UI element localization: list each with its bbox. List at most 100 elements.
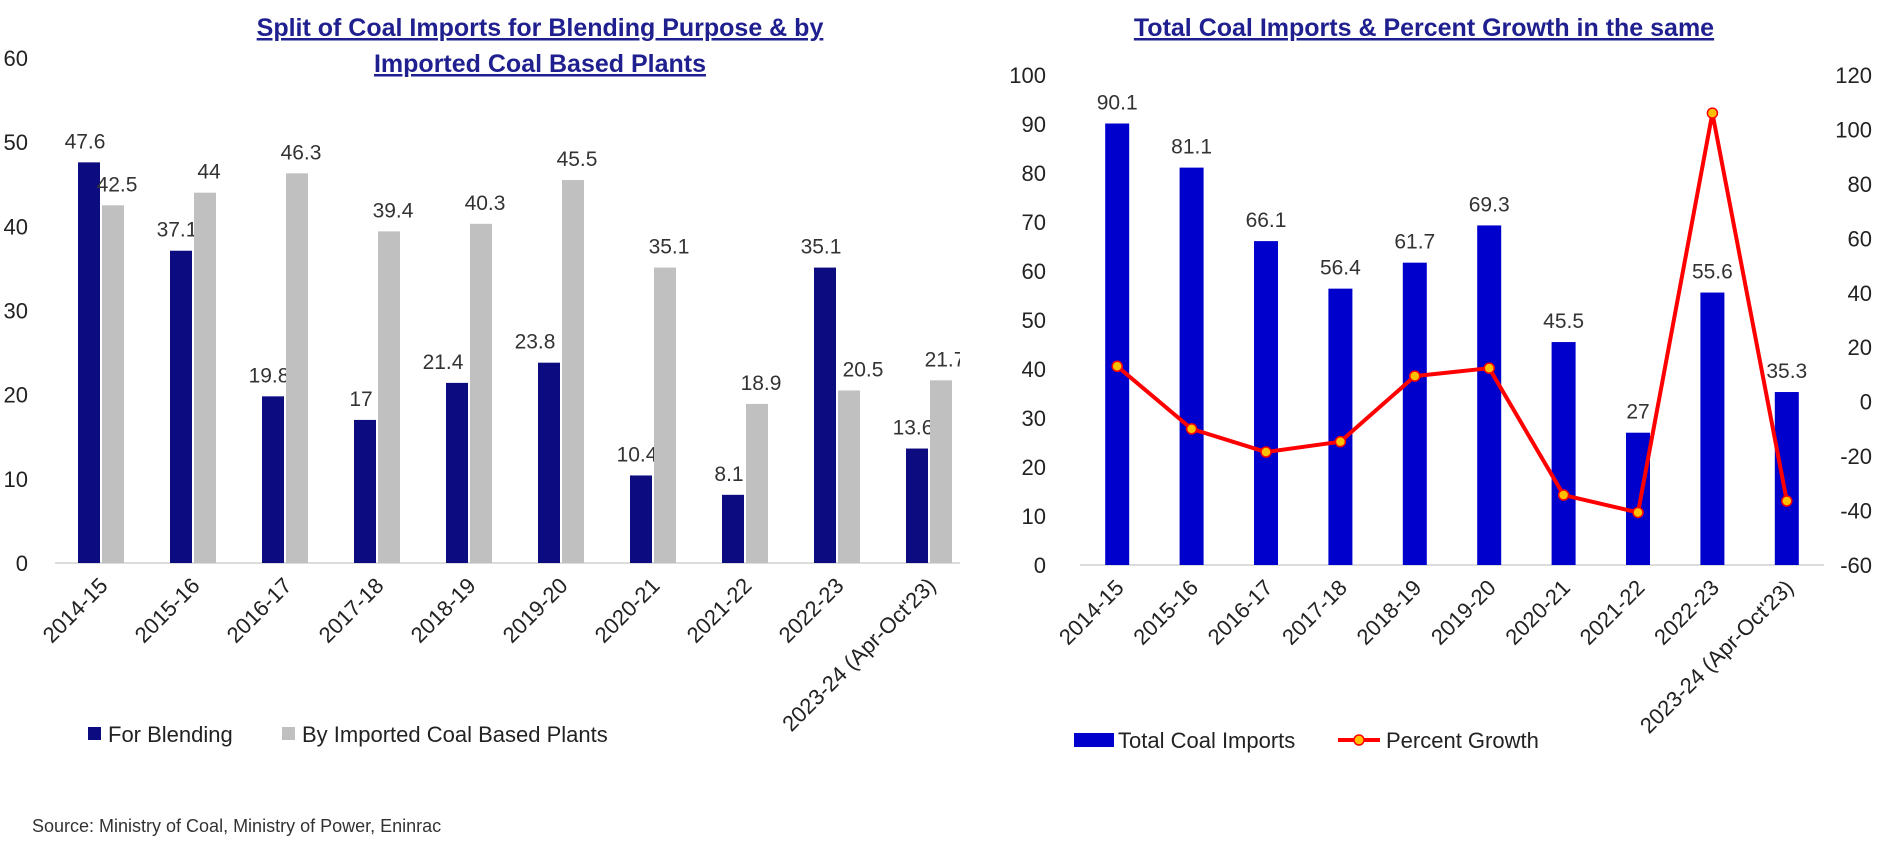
chart2-y-tick: 60	[1022, 259, 1046, 284]
bar-for-blending	[814, 267, 836, 563]
bar-total-coal-imports	[1254, 241, 1278, 566]
chart2-x-tick: 2021-22	[1575, 575, 1650, 650]
point-percent-growth	[1409, 370, 1421, 382]
bar-total-coal-imports	[1700, 292, 1725, 565]
source-note: Source: Ministry of Coal, Ministry of Po…	[32, 816, 442, 836]
chart2-data-label: 27	[1626, 401, 1649, 424]
chart1-data-label: 45.5	[557, 148, 598, 171]
chart1-y-tick: 0	[16, 551, 28, 576]
bar-imported-plants	[654, 267, 676, 563]
legend-swatch-total-coal-imports	[1074, 733, 1114, 747]
bar-for-blending	[906, 448, 928, 563]
chart1-data-label: 20.5	[843, 358, 884, 381]
bar-total-coal-imports	[1774, 392, 1799, 565]
point-percent-growth	[1334, 435, 1347, 448]
chart2-x-tick: 2020-21	[1500, 575, 1575, 650]
bar-for-blending	[78, 162, 100, 563]
chart-blending-split: Split of Coal Imports for Blending Purpo…	[4, 14, 960, 747]
chart2-y-tick: 70	[1022, 210, 1046, 235]
chart2-y-tick: 40	[1022, 357, 1046, 382]
bar-total-coal-imports	[1551, 342, 1576, 565]
chart2-data-label: 45.5	[1543, 310, 1584, 333]
chart2-x-tick: 2019-20	[1426, 575, 1501, 650]
chart2-y2-tick: 0	[1860, 390, 1872, 415]
chart1-data-label: 21.7	[925, 348, 960, 371]
chart2-y2-tick: 60	[1848, 226, 1872, 251]
bar-total-coal-imports	[1626, 432, 1650, 565]
bar-imported-plants	[746, 403, 768, 563]
bar-for-blending	[538, 362, 560, 563]
bar-imported-plants	[930, 380, 952, 563]
point-percent-growth	[1706, 107, 1719, 119]
chart1-data-label: 8.1	[714, 463, 743, 486]
chart2-y2-tick: -60	[1840, 553, 1872, 578]
bar-imported-plants	[378, 231, 400, 563]
chart2-data-label: 35.3	[1766, 360, 1807, 383]
legend-swatch-percent-growth-marker	[1353, 734, 1365, 746]
bar-total-coal-imports	[1105, 123, 1130, 565]
point-percent-growth	[1781, 495, 1793, 507]
chart1-data-label: 39.4	[373, 199, 414, 222]
chart1-data-label: 13.6	[893, 417, 934, 440]
chart1-y-tick: 30	[4, 299, 28, 324]
chart2-y2-tick: 80	[1848, 172, 1872, 197]
chart1-y-tick: 60	[4, 46, 28, 71]
legend-label-total-coal-imports: Total Coal Imports	[1118, 728, 1295, 753]
chart2-title: Total Coal Imports & Percent Growth in t…	[1134, 14, 1714, 42]
legend-swatch-for-blending	[88, 727, 101, 740]
bar-for-blending	[262, 396, 284, 563]
chart2-y-tick: 100	[1009, 63, 1046, 88]
chart1-data-label: 17	[349, 388, 372, 411]
chart2-y2-tick: 40	[1848, 281, 1872, 306]
point-percent-growth	[1111, 360, 1123, 373]
point-percent-growth	[1260, 446, 1272, 458]
chart2-data-label: 81.1	[1171, 136, 1212, 159]
chart1-title-line: Imported Coal Based Plants	[374, 50, 706, 78]
chart1-data-label: 10.4	[617, 443, 658, 466]
point-percent-growth	[1632, 506, 1644, 519]
legend-swatch-imported-plants	[282, 727, 295, 740]
chart2-data-label: 66.1	[1246, 209, 1287, 232]
chart1-y-tick: 40	[4, 214, 28, 239]
chart2-y-tick: 30	[1022, 406, 1046, 431]
bar-for-blending	[722, 494, 744, 563]
chart2-y2-tick: 120	[1835, 63, 1872, 88]
chart1-data-label: 40.3	[465, 192, 506, 215]
chart2-y2-tick: 100	[1835, 117, 1872, 142]
chart2-y-tick: 50	[1022, 308, 1046, 333]
chart2-y-tick: 10	[1022, 504, 1046, 529]
chart1-data-label: 47.6	[65, 130, 106, 153]
chart2-y-tick: 90	[1022, 112, 1046, 137]
legend-label-percent-growth: Percent Growth	[1386, 728, 1539, 753]
bar-total-coal-imports	[1477, 225, 1502, 565]
chart2-y-tick: 80	[1022, 161, 1046, 186]
bar-imported-plants	[194, 192, 216, 563]
bar-total-coal-imports	[1179, 167, 1204, 566]
point-percent-growth	[1483, 362, 1495, 374]
chart1-data-label: 23.8	[515, 331, 556, 354]
chart2-x-tick: 2016-17	[1203, 575, 1278, 650]
chart2-x-tick: 2017-18	[1277, 575, 1352, 650]
chart2-data-label: 55.6	[1692, 261, 1733, 284]
chart1-data-label: 37.1	[157, 219, 198, 242]
bar-imported-plants	[838, 390, 860, 563]
chart2-x-tick: 2022-23	[1649, 575, 1724, 650]
bar-for-blending	[354, 419, 376, 563]
bar-for-blending	[170, 250, 192, 563]
chart1-data-label: 18.9	[741, 372, 782, 395]
chart2-y2-tick: -40	[1840, 499, 1872, 524]
chart1-y-tick: 10	[4, 467, 28, 492]
chart2-y2-tick: -20	[1840, 444, 1872, 469]
chart2-x-tick: 2015-16	[1128, 575, 1203, 650]
legend-label-imported-plants: By Imported Coal Based Plants	[302, 722, 608, 747]
chart1-data-label: 46.3	[281, 141, 322, 164]
chart2-data-label: 90.1	[1097, 92, 1138, 115]
bar-for-blending	[446, 382, 468, 563]
chart1-title-line: Split of Coal Imports for Blending Purpo…	[257, 14, 824, 42]
chart2-y-tick: 20	[1022, 455, 1046, 480]
chart1-data-label: 35.1	[649, 236, 690, 259]
chart-total-imports: Total Coal Imports & Percent Growth in t…	[1009, 14, 1872, 753]
bar-imported-plants	[102, 205, 124, 563]
chart1-data-label: 44	[197, 161, 221, 184]
line-percent-growth	[1115, 111, 1789, 515]
